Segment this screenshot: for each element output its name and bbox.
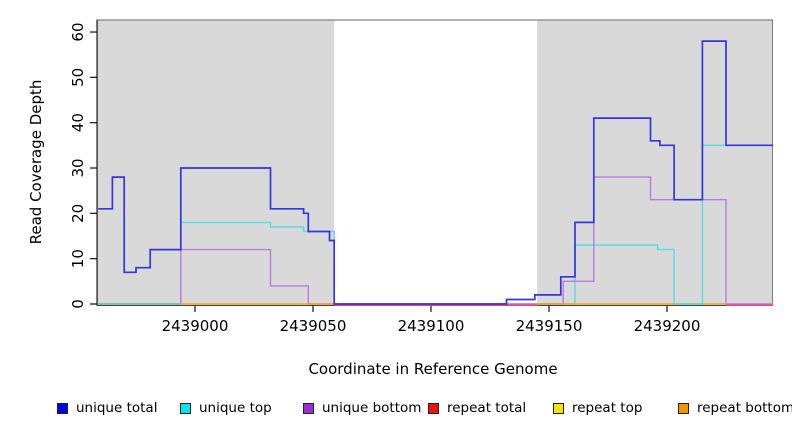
y-axis-title: Read Coverage Depth — [27, 79, 45, 245]
legend-swatch-unique-bottom-icon — [303, 402, 314, 414]
legend-label: repeat top — [572, 400, 643, 416]
y-tick-label: 50 — [69, 68, 87, 87]
legend-label: repeat bottom — [697, 400, 792, 416]
legend-swatch-repeat-total-icon — [428, 402, 439, 414]
legend: unique total unique top unique bottom repea… — [0, 398, 792, 418]
legend-item-repeat-top: repeat top — [553, 398, 642, 418]
legend-label: unique bottom — [322, 400, 422, 416]
y-tick-label: 30 — [69, 158, 87, 177]
y-tick-label: 60 — [69, 22, 87, 41]
x-axis-title: Coordinate in Reference Genome — [308, 360, 558, 378]
y-tick-label: 20 — [69, 204, 87, 223]
covered-region-right — [537, 20, 773, 305]
legend-swatch-repeat-top-icon — [553, 402, 564, 414]
legend-item-unique-bottom: unique bottom — [303, 398, 421, 418]
legend-swatch-repeat-bottom-icon — [678, 402, 689, 414]
y-tick-label: 40 — [69, 113, 87, 132]
legend-item-repeat-bottom: repeat bottom — [678, 398, 792, 418]
x-tick-label: 2439000 — [162, 317, 229, 335]
x-tick-label: 2439050 — [280, 317, 347, 335]
x-tick-label: 2439200 — [634, 317, 701, 335]
legend-swatch-unique-top-icon — [180, 402, 191, 414]
legend-label: unique top — [199, 400, 272, 416]
legend-item-unique-total: unique total — [57, 398, 157, 418]
y-tick-label: 0 — [69, 299, 87, 309]
x-tick-label: 2439100 — [398, 317, 465, 335]
covered-region-left — [97, 20, 335, 305]
legend-label: unique total — [76, 400, 158, 416]
legend-item-unique-top: unique top — [180, 398, 272, 418]
y-tick-label: 10 — [69, 249, 87, 268]
series-line-unique-total — [98, 40, 774, 305]
x-tick-label: 2439150 — [516, 317, 583, 335]
legend-swatch-unique-total-icon — [57, 402, 68, 414]
legend-item-repeat-total: repeat total — [428, 398, 526, 418]
legend-label: repeat total — [447, 400, 527, 416]
